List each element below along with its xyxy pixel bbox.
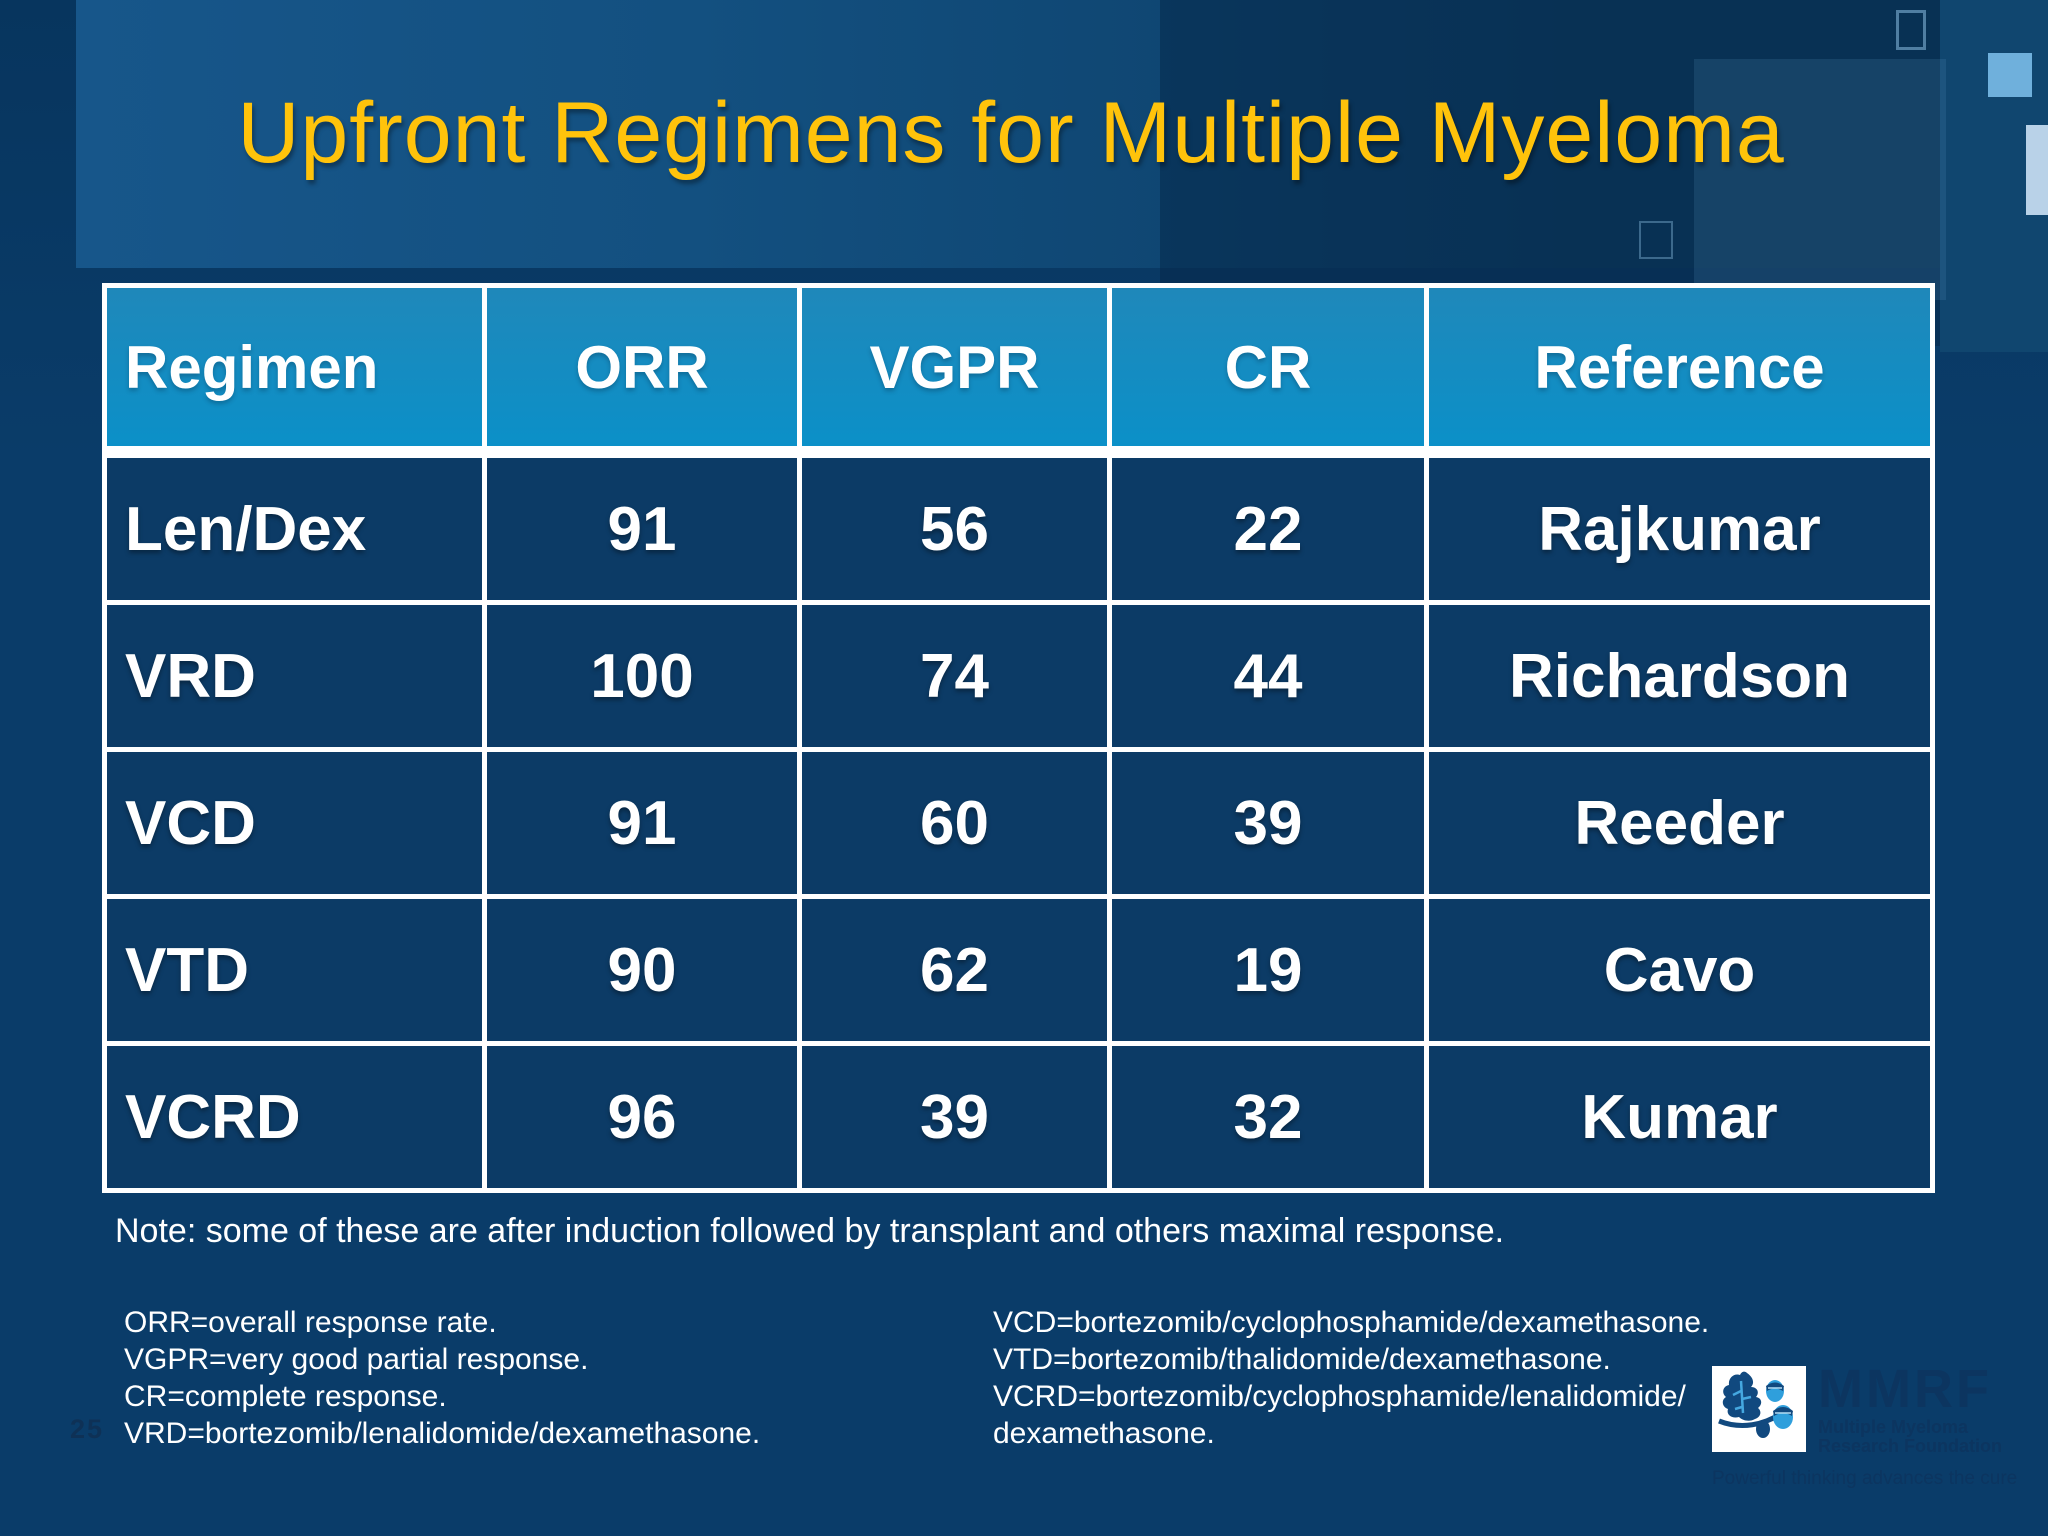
footnotes-right: VCD=bortezomib/cyclophosphamide/dexameth…: [993, 1304, 1713, 1452]
footnote-line: VCD=bortezomib/cyclophosphamide/dexameth…: [993, 1306, 1710, 1339]
mmrf-name-line1: Multiple Myeloma: [1818, 1417, 1969, 1437]
cell-orr: 100: [487, 605, 797, 747]
footnote-line: ORR=overall response rate.: [124, 1306, 497, 1339]
column-header-cr: CR: [1112, 288, 1424, 453]
cell-vgpr: 39: [802, 1046, 1107, 1188]
decorative-square: [1694, 59, 1946, 300]
cell-orr: 96: [487, 1046, 797, 1188]
mmrf-tagline: Powerful thinking advances the cure: [1712, 1468, 2018, 1489]
cell-regimen: VCD: [107, 752, 482, 894]
cell-reference: Cavo: [1429, 899, 1930, 1041]
oak-leaf-acorns-icon: [1717, 1369, 1801, 1450]
cell-regimen: Len/Dex: [107, 458, 482, 600]
mmrf-name-line2: Research Foundation: [1818, 1436, 2003, 1456]
cell-regimen: VCRD: [107, 1046, 482, 1188]
mmrf-acronym: MMRF: [1818, 1359, 1992, 1419]
decorative-outline-square: [1896, 10, 1926, 50]
slide-title: Upfront Regimens for Multiple Myeloma: [237, 85, 1785, 181]
cell-reference: Rajkumar: [1429, 458, 1930, 600]
cell-orr: 91: [487, 458, 797, 600]
mmrf-logo: MMRF Multiple Myeloma Research Foundatio…: [1712, 1358, 2048, 1498]
cell-cr: 44: [1112, 605, 1424, 747]
cell-reference: Reeder: [1429, 752, 1930, 894]
cell-orr: 90: [487, 899, 797, 1041]
table-note: Note: some of these are after induction …: [115, 1212, 1505, 1250]
cell-vgpr: 56: [802, 458, 1107, 600]
cell-vgpr: 60: [802, 752, 1107, 894]
column-header-regimen: Regimen: [107, 288, 482, 453]
footnote-line: VRD=bortezomib/lenalidomide/dexamethason…: [124, 1417, 761, 1450]
column-header-orr: ORR: [487, 288, 797, 453]
cell-cr: 19: [1112, 899, 1424, 1041]
mmrf-logo-mark: [1712, 1366, 1806, 1452]
cell-reference: Kumar: [1429, 1046, 1930, 1188]
cell-cr: 22: [1112, 458, 1424, 600]
cell-vgpr: 62: [802, 899, 1107, 1041]
footnote-line: CR=complete response.: [124, 1380, 447, 1413]
regimens-table: Regimen ORR VGPR CR Reference Len/Dex 91…: [102, 283, 1935, 1193]
cell-regimen: VTD: [107, 899, 482, 1041]
footnote-line: dexamethasone.: [993, 1417, 1215, 1450]
cell-reference: Richardson: [1429, 605, 1930, 747]
page-number: 25: [70, 1414, 105, 1444]
footnote-line: VTD=bortezomib/thalidomide/dexamethasone…: [993, 1343, 1611, 1376]
cell-cr: 32: [1112, 1046, 1424, 1188]
cell-orr: 91: [487, 752, 797, 894]
decorative-square: [2026, 125, 2048, 215]
cell-vgpr: 74: [802, 605, 1107, 747]
column-header-vgpr: VGPR: [802, 288, 1107, 453]
decorative-outline-square: [1639, 221, 1673, 259]
column-header-reference: Reference: [1429, 288, 1930, 453]
footnote-line: VCRD=bortezomib/cyclophosphamide/lenalid…: [993, 1380, 1686, 1413]
footnote-line: VGPR=very good partial response.: [124, 1343, 589, 1376]
mmrf-name: Multiple Myeloma Research Foundation: [1818, 1418, 2002, 1456]
cell-regimen: VRD: [107, 605, 482, 747]
footnotes-left: ORR=overall response rate. VGPR=very goo…: [124, 1304, 884, 1452]
cell-cr: 39: [1112, 752, 1424, 894]
decorative-square: [1988, 53, 2032, 97]
